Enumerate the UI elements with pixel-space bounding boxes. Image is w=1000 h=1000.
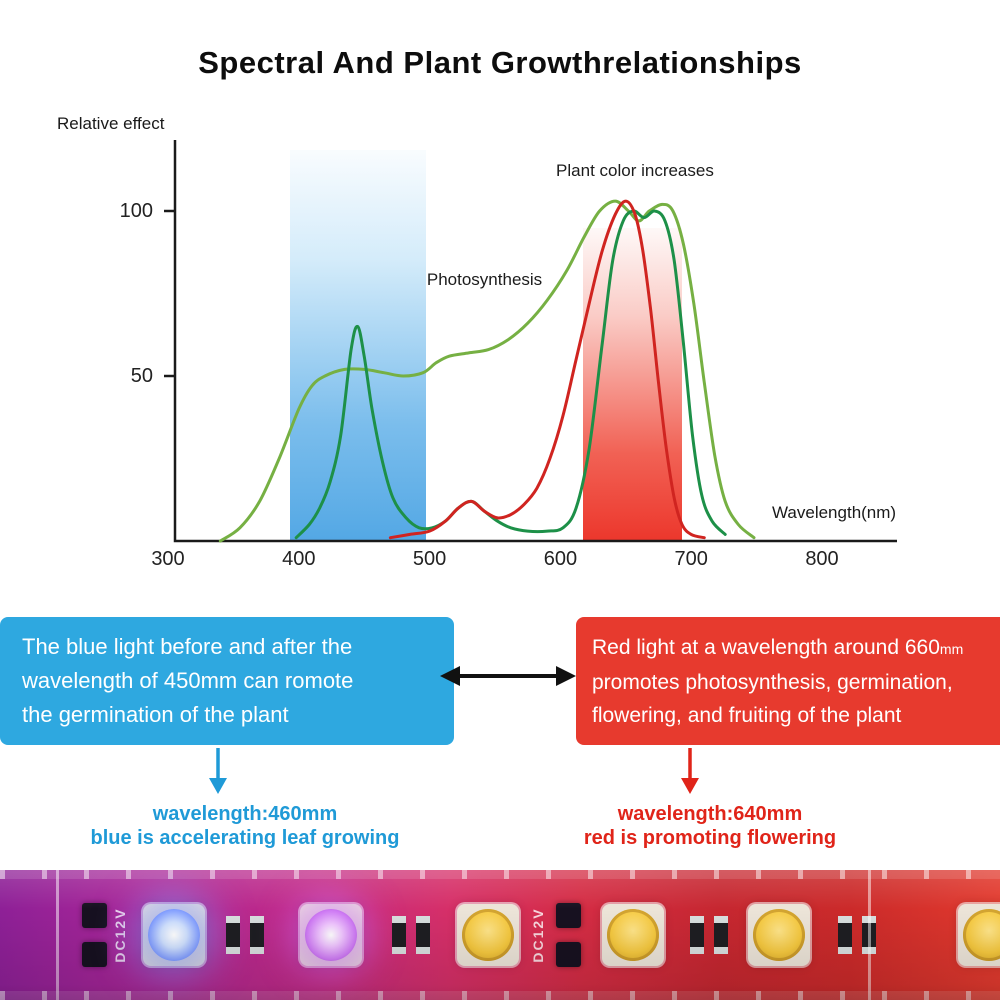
double-arrow-right-head: [556, 666, 576, 686]
red-light-infobox: Red light at a wavelength around 660mm p…: [576, 617, 1000, 745]
blue-led-chip: [148, 909, 200, 961]
yellow-led-chip: [607, 909, 659, 961]
resistor-pair: [690, 916, 728, 954]
page-title: Spectral And Plant Growthrelationships: [198, 44, 802, 80]
led-module: [602, 904, 664, 966]
led-module: [457, 904, 519, 966]
resistor: [250, 916, 264, 954]
double-arrow-left-head: [440, 666, 460, 686]
red-down-arrow-icon: [681, 748, 699, 794]
resistor: [416, 916, 430, 954]
resistor-pair: [392, 916, 430, 954]
blue-caption-line1: wavelength:460mm: [152, 803, 338, 825]
annotation-photosynthesis: Photosynthesis: [426, 270, 543, 290]
x-tick-label: 400: [282, 548, 316, 570]
led-module: [958, 904, 1000, 966]
red-infobox-line1-text: Red light at a wavelength around 660: [592, 635, 940, 659]
strip-voltage-label: DC12V: [530, 907, 546, 963]
x-tick-label: 600: [543, 548, 578, 570]
x-tick-label: 300: [151, 548, 185, 570]
blue-caption-line2: blue is accelerating leaf growing: [90, 827, 400, 849]
x-tick-label: 800: [805, 548, 839, 570]
led-module: [143, 904, 205, 966]
x-axis-title: Wavelength(nm): [772, 503, 897, 522]
y-axis-ticks: [164, 209, 175, 378]
chart-canvas: [164, 140, 897, 543]
strip-cut-line: [868, 870, 871, 1000]
resistor: [714, 916, 728, 954]
y-axis-title: Relative effect: [57, 114, 165, 133]
resistor: [838, 916, 852, 954]
ic-chip: [82, 903, 107, 928]
red-infobox-line1: Red light at a wavelength around 660mm: [592, 631, 1000, 666]
curve-photosynthesis-action: [218, 199, 756, 543]
x-tick-label: 500: [412, 548, 447, 570]
curve-red-response: [388, 199, 706, 540]
ic-chip-pair: [556, 903, 581, 967]
strip-cut-line: [56, 870, 59, 1000]
annotation-plant-color-increases: Plant color increases: [556, 161, 714, 181]
blue-infobox-line1: The blue light before and after the: [22, 634, 353, 659]
red-caption: wavelength:640mm red is promoting flower…: [540, 802, 880, 850]
led-module: [748, 904, 810, 966]
y-tick-label: 100: [119, 200, 153, 222]
ic-chip: [556, 942, 581, 967]
blue-arrow-head: [209, 778, 227, 794]
red-caption-line1: wavelength:640mm: [617, 803, 803, 825]
resistor: [392, 916, 406, 954]
blue-down-arrow-icon: [209, 748, 227, 794]
double-headed-arrow-icon: [440, 666, 576, 686]
resistor: [690, 916, 704, 954]
curve-chlorophyll-response: [294, 209, 727, 540]
red-caption-line2: red is promoting flowering: [583, 827, 837, 849]
yellow-led-chip: [753, 909, 805, 961]
led-module: [300, 904, 362, 966]
ic-chip-pair: [82, 903, 107, 967]
spectral-chart: Relative effect Wavelength(nm) Photosynt…: [0, 90, 1000, 610]
blue-caption: wavelength:460mm blue is accelerating le…: [75, 802, 415, 850]
y-tick-label: 50: [130, 365, 153, 387]
red-infobox-line3: flowering, and fruiting of the plant: [592, 703, 902, 727]
violet-led-chip: [305, 909, 357, 961]
ic-chip: [556, 903, 581, 928]
blue-infobox-line3: the germination of the plant: [22, 702, 289, 727]
yellow-led-chip: [963, 909, 1000, 961]
strip-voltage-label: DC12V: [112, 907, 128, 963]
blue-spectral-band: [290, 150, 426, 541]
red-spectral-band: [583, 228, 682, 541]
yellow-led-chip: [462, 909, 514, 961]
blue-light-infobox: The blue light before and after the wave…: [0, 617, 454, 745]
ic-chip: [82, 942, 107, 967]
red-infobox-line1-unit: mm: [939, 640, 964, 657]
axes-lines: [173, 140, 897, 543]
red-arrow-head: [681, 778, 699, 794]
blue-infobox-line2: wavelength of 450mm can romote: [22, 668, 354, 693]
x-tick-label: 700: [674, 548, 708, 570]
led-strip-photo: DC12V DC12V: [0, 870, 1000, 1000]
resistor-pair: [226, 916, 264, 954]
red-infobox-line2: promotes photosynthesis, germination,: [592, 670, 953, 694]
strip-top-edge: [0, 870, 1000, 879]
resistor: [226, 916, 240, 954]
strip-bottom-edge: [0, 991, 1000, 1000]
